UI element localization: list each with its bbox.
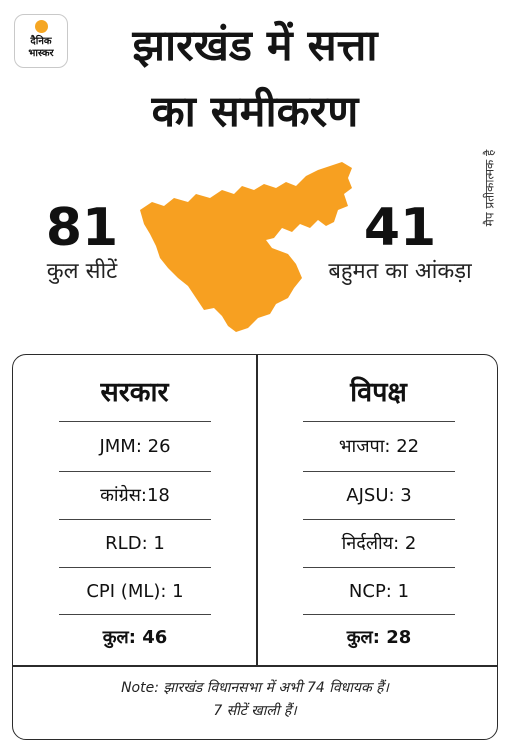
divider [303,567,455,568]
note-divider [13,665,497,667]
government-heading: सरकार [100,377,169,408]
total-seats-value: 81 [45,198,119,258]
opposition-row: निर्दलीय: 2 [341,533,417,554]
vacancy-note-line-1: Note: झारखंड विधानसभा में अभी 74 विधायक … [121,680,389,696]
vacancy-note: Note: झारखंड विधानसभा में अभी 74 विधायक … [13,677,497,723]
government-row: JMM: 26 [99,436,171,457]
title-line-1: झारखंड में सत्ता [132,21,378,71]
divider [59,421,211,422]
divider [59,567,211,568]
government-column: सरकार JMM: 26 कांग्रेस:18 RLD: 1 CPI (ML… [13,355,256,665]
government-total: कुल: 46 [102,627,168,648]
vacancy-note-line-2: 7 सीटें खाली हैं। [213,703,297,719]
opposition-row: AJSU: 3 [346,485,412,506]
government-row: RLD: 1 [105,533,165,554]
majority-label: बहुमत का आंकड़ा [328,259,472,284]
majority-value: 41 [363,198,437,258]
divider [59,519,211,520]
logo-line-1: दैनिक [30,36,52,47]
dainik-bhaskar-logo: दैनिक भास्कर [14,14,68,68]
divider [59,471,211,472]
majority-stat: 41 बहुमत का आंकड़ा [300,199,500,287]
government-row: CPI (ML): 1 [86,581,184,602]
divider [59,614,211,615]
opposition-total: कुल: 28 [346,627,412,648]
divider [303,471,455,472]
jharkhand-map-shape [140,162,352,332]
divider [303,421,455,422]
party-table: सरकार JMM: 26 कांग्रेस:18 RLD: 1 CPI (ML… [12,354,498,740]
logo-line-2: भास्कर [28,48,54,59]
total-seats-label: कुल सीटें [46,259,118,284]
sun-icon [35,20,48,33]
opposition-column: विपक्ष भाजपा: 22 AJSU: 3 निर्दलीय: 2 NCP… [257,355,500,665]
divider [303,519,455,520]
title-line-2: का समीकरण [151,87,359,137]
opposition-heading: विपक्ष [350,377,407,408]
column-divider [256,355,258,665]
jharkhand-map [140,162,352,332]
opposition-row: NCP: 1 [348,581,410,602]
total-seats-stat: 81 कुल सीटें [22,199,142,287]
divider [303,614,455,615]
opposition-row: भाजपा: 22 [338,436,420,457]
government-row: कांग्रेस:18 [100,485,170,506]
